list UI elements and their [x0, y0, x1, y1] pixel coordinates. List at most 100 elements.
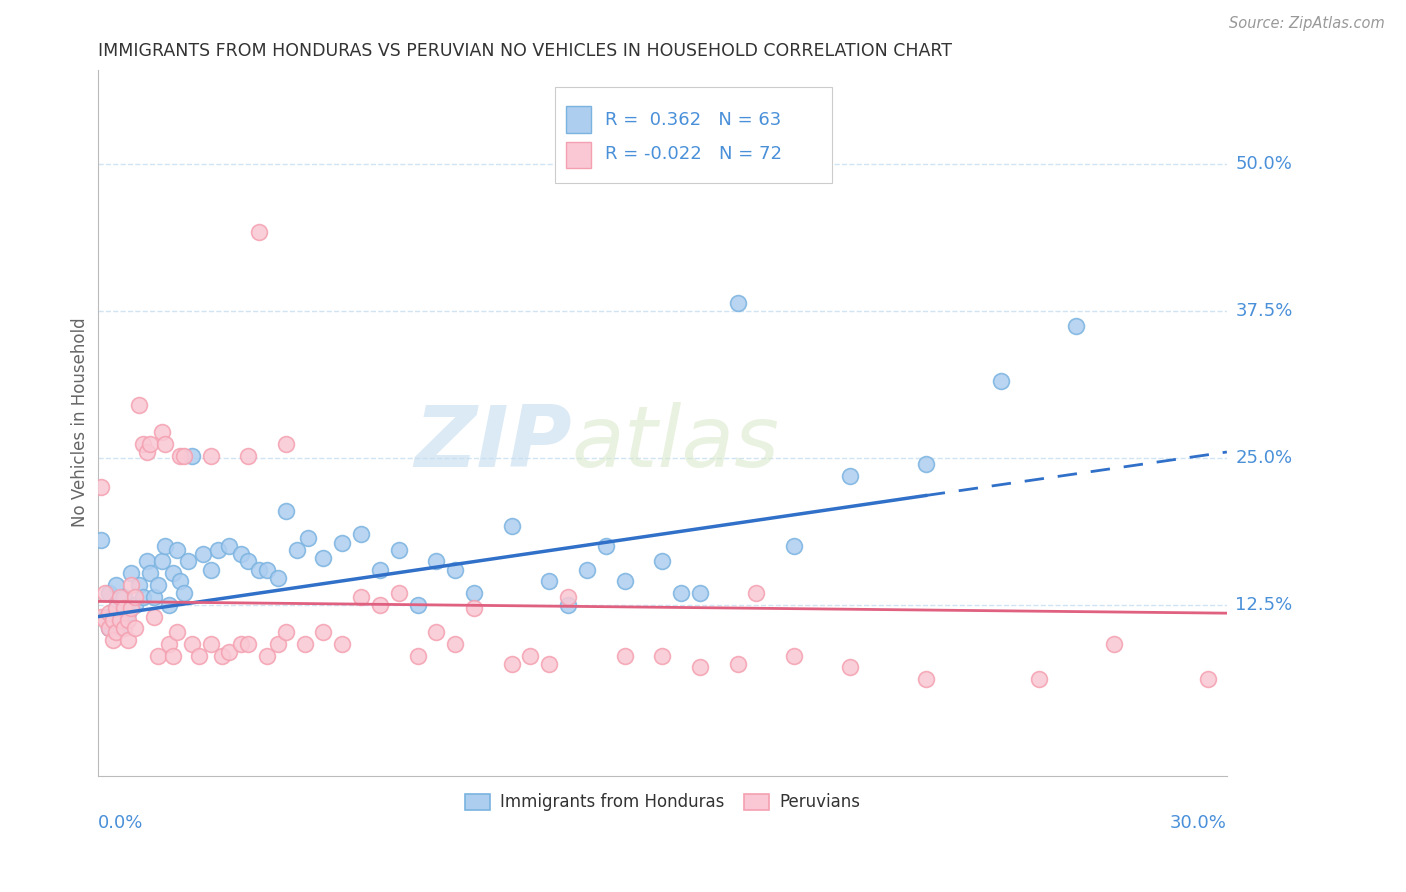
Text: 0.0%: 0.0%: [97, 814, 143, 832]
Point: [267, 637, 290, 651]
Point: [173, 449, 195, 463]
Text: ZIP: ZIP: [415, 402, 572, 485]
Point: [117, 633, 139, 648]
Point: [105, 578, 128, 592]
Point: [236, 637, 259, 651]
Point: [128, 398, 150, 412]
Point: [727, 295, 749, 310]
Point: [105, 625, 128, 640]
Point: [143, 590, 166, 604]
Point: [169, 574, 191, 589]
Point: [120, 578, 142, 592]
Point: [157, 637, 180, 651]
Point: [180, 637, 202, 651]
Point: [914, 457, 936, 471]
Point: [180, 449, 202, 463]
Point: [94, 609, 117, 624]
Point: [157, 598, 180, 612]
Point: [97, 622, 120, 636]
Point: [139, 436, 162, 450]
Point: [112, 601, 135, 615]
Point: [330, 535, 353, 549]
Point: [595, 539, 617, 553]
Point: [229, 547, 252, 561]
Point: [124, 590, 146, 604]
Point: [249, 563, 271, 577]
Point: [557, 598, 579, 612]
Point: [155, 436, 177, 450]
Point: [783, 539, 806, 553]
Point: [783, 648, 806, 663]
Point: [839, 660, 862, 674]
Point: [1197, 672, 1219, 686]
Point: [388, 542, 411, 557]
Point: [146, 578, 169, 592]
Point: [135, 554, 157, 568]
Bar: [567, 106, 591, 133]
Text: 25.0%: 25.0%: [1236, 449, 1292, 467]
Point: [143, 609, 166, 624]
Point: [274, 436, 297, 450]
Point: [1102, 637, 1125, 651]
Point: [177, 554, 200, 568]
Point: [297, 531, 319, 545]
Point: [166, 542, 188, 557]
Point: [501, 519, 523, 533]
Point: [613, 574, 636, 589]
Point: [155, 539, 177, 553]
Point: [727, 657, 749, 671]
Point: [406, 648, 429, 663]
Point: [188, 648, 211, 663]
Point: [651, 554, 673, 568]
Point: [97, 606, 120, 620]
Point: [425, 625, 447, 640]
Y-axis label: No Vehicles in Household: No Vehicles in Household: [72, 318, 89, 527]
Point: [444, 637, 467, 651]
Point: [444, 563, 467, 577]
Text: 37.5%: 37.5%: [1236, 301, 1292, 320]
Point: [112, 590, 135, 604]
Point: [463, 601, 485, 615]
Point: [108, 590, 131, 604]
Point: [274, 625, 297, 640]
Point: [256, 648, 278, 663]
Point: [312, 550, 335, 565]
Point: [132, 590, 155, 604]
Point: [669, 586, 692, 600]
Point: [97, 586, 120, 600]
Point: [388, 586, 411, 600]
Point: [191, 547, 214, 561]
Text: 12.5%: 12.5%: [1236, 596, 1292, 614]
Point: [368, 563, 391, 577]
Text: 50.0%: 50.0%: [1236, 155, 1292, 173]
Point: [124, 598, 146, 612]
Point: [914, 672, 936, 686]
Point: [207, 542, 229, 557]
Point: [575, 563, 598, 577]
Point: [105, 601, 128, 615]
Point: [425, 554, 447, 568]
Point: [312, 625, 335, 640]
Point: [990, 375, 1012, 389]
Point: [150, 554, 173, 568]
Point: [1028, 672, 1050, 686]
Point: [689, 660, 711, 674]
Point: [128, 578, 150, 592]
Point: [101, 633, 124, 648]
Point: [101, 613, 124, 627]
Point: [135, 445, 157, 459]
Point: [132, 436, 155, 450]
Point: [166, 625, 188, 640]
Point: [294, 637, 316, 651]
Point: [90, 480, 112, 494]
Point: [101, 613, 124, 627]
Point: [463, 586, 485, 600]
Point: [519, 648, 541, 663]
Point: [839, 468, 862, 483]
Point: [105, 601, 128, 615]
Text: 30.0%: 30.0%: [1170, 814, 1227, 832]
Point: [267, 571, 290, 585]
Point: [350, 590, 373, 604]
FancyBboxPatch shape: [555, 87, 831, 183]
Point: [200, 449, 222, 463]
